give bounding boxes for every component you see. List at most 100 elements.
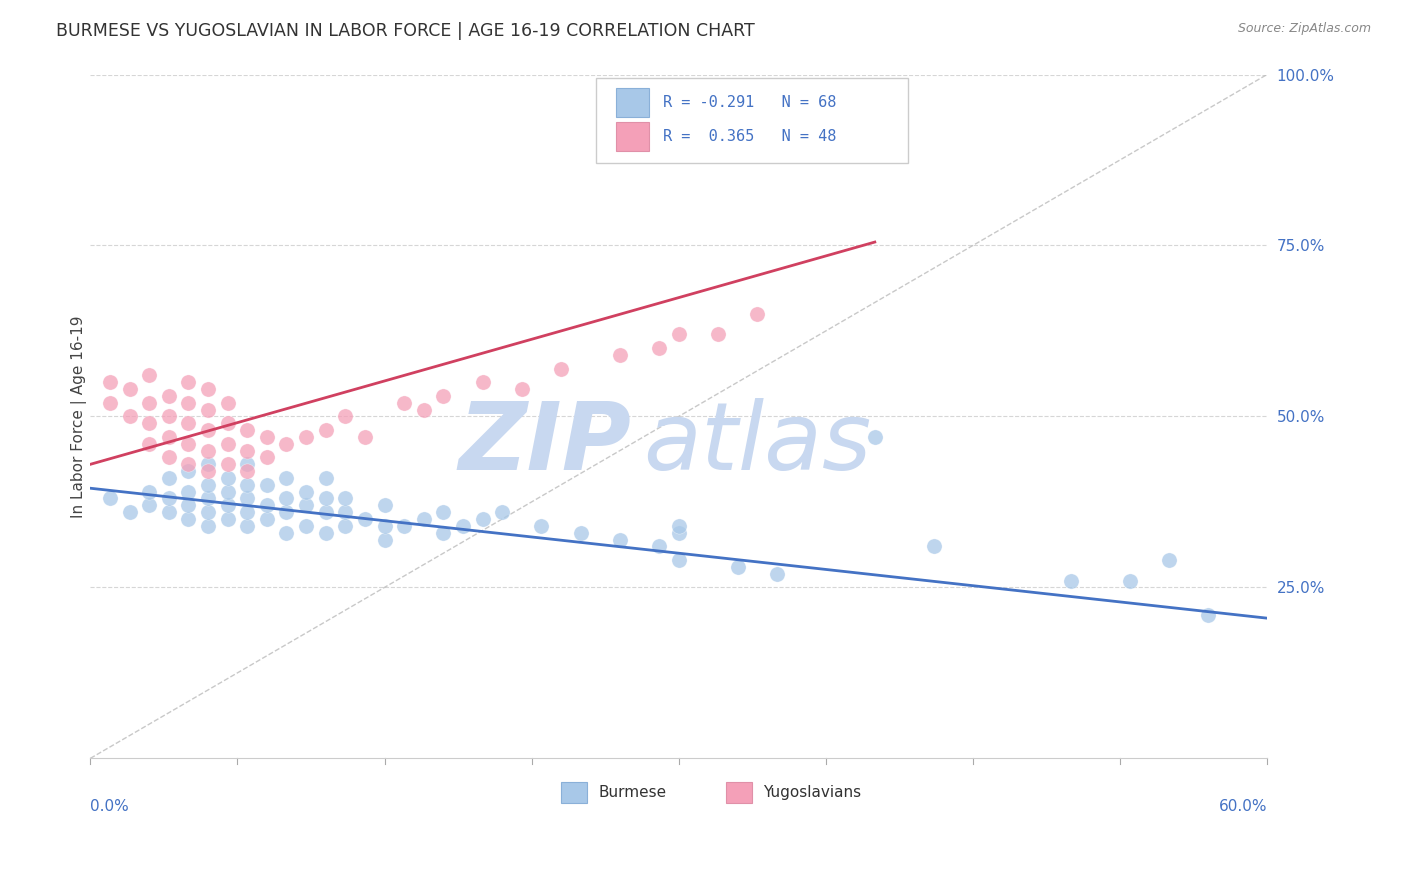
Point [256,512,278,526]
Point [315,505,337,519]
Text: ZIP: ZIP [458,398,631,490]
Point [276,525,298,540]
Point [197,458,219,472]
Point [256,450,278,465]
Point [197,464,219,478]
Point [276,471,298,485]
Text: Yugoslavians: Yugoslavians [763,785,862,800]
Point [177,464,200,478]
Text: R = -0.291   N = 68: R = -0.291 N = 68 [664,95,837,110]
Text: 60.0%: 60.0% [1219,799,1267,814]
Point [256,478,278,492]
Point [157,491,180,506]
Point [276,437,298,451]
Point [609,102,631,116]
Point [922,540,945,554]
Point [471,512,494,526]
Text: atlas: atlas [644,399,872,490]
Point [510,382,533,396]
Point [157,471,180,485]
Point [530,519,553,533]
Point [197,478,219,492]
FancyBboxPatch shape [596,78,908,163]
Point [392,396,415,410]
Point [648,341,671,355]
Point [432,505,454,519]
Point [177,376,200,390]
Point [236,478,259,492]
Point [177,437,200,451]
Point [354,512,377,526]
Text: Burmese: Burmese [599,785,666,800]
Point [197,402,219,417]
Point [373,519,395,533]
Point [236,519,259,533]
Point [197,505,219,519]
Point [335,409,357,424]
Point [256,430,278,444]
Point [1060,574,1083,588]
Point [197,491,219,506]
Text: Source: ZipAtlas.com: Source: ZipAtlas.com [1237,22,1371,36]
Point [668,525,690,540]
Point [138,368,160,383]
Point [177,417,200,431]
Point [1119,574,1142,588]
Point [98,491,121,506]
Point [236,458,259,472]
Point [177,512,200,526]
Point [335,505,357,519]
Point [609,348,631,362]
Point [668,327,690,342]
Point [335,491,357,506]
Point [138,499,160,513]
Point [177,396,200,410]
Point [335,519,357,533]
Point [197,423,219,437]
Point [315,491,337,506]
Point [276,491,298,506]
Point [295,430,318,444]
Point [197,519,219,533]
Point [157,450,180,465]
Point [295,484,318,499]
Point [668,553,690,567]
Point [138,417,160,431]
Point [177,484,200,499]
Point [236,491,259,506]
Point [236,464,259,478]
Point [412,512,434,526]
Point [648,540,671,554]
Point [569,525,592,540]
Point [217,458,239,472]
Point [98,396,121,410]
Point [217,437,239,451]
Point [315,525,337,540]
Point [197,443,219,458]
Point [315,423,337,437]
Point [256,499,278,513]
Point [157,389,180,403]
Point [295,499,318,513]
FancyBboxPatch shape [561,782,586,803]
Point [412,402,434,417]
Point [138,437,160,451]
Point [98,376,121,390]
Point [609,533,631,547]
Point [217,417,239,431]
Point [157,409,180,424]
Point [1197,607,1219,622]
Point [217,512,239,526]
Point [157,505,180,519]
Point [550,361,572,376]
Point [373,533,395,547]
Point [471,376,494,390]
Point [491,505,513,519]
Point [118,409,141,424]
Point [747,307,769,321]
FancyBboxPatch shape [616,122,650,151]
Point [118,505,141,519]
Point [276,505,298,519]
Point [177,499,200,513]
Point [217,471,239,485]
